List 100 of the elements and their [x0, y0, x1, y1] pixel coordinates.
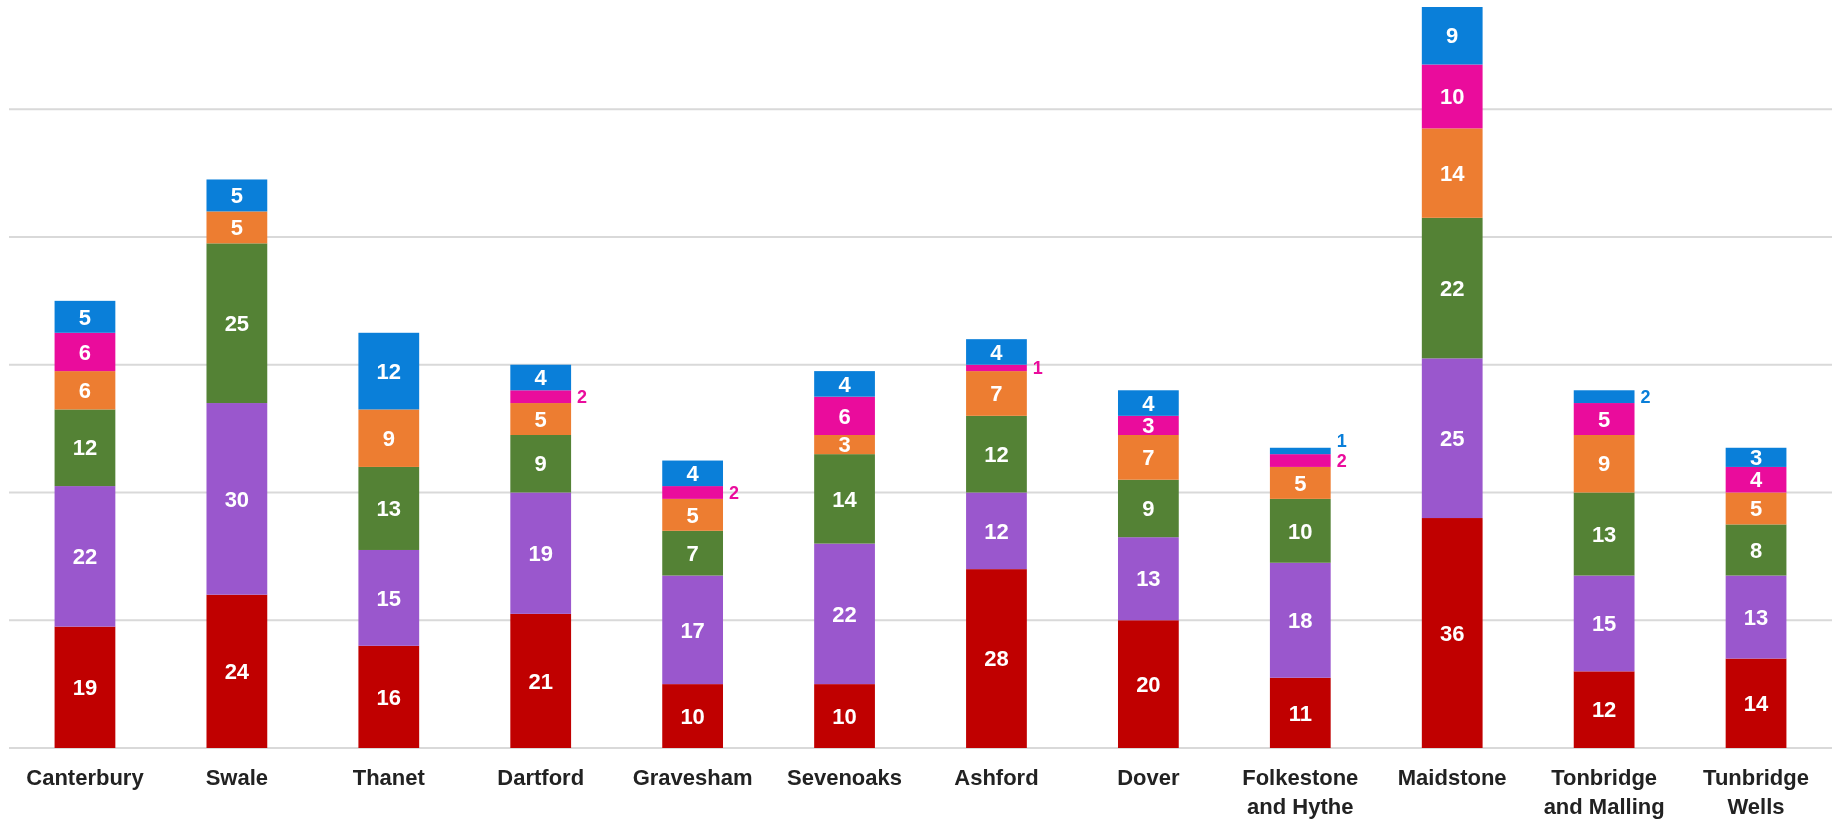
x-tick-label: Swale [205, 765, 269, 790]
bar [814, 396, 875, 435]
bar [1269, 562, 1331, 678]
data-label: 7 [990, 381, 1003, 407]
bar [1725, 575, 1787, 659]
x-tick-label: Ashford [954, 765, 1039, 790]
bar [1573, 434, 1635, 493]
bar [1573, 492, 1635, 576]
data-label: 19 [528, 540, 553, 566]
bar [662, 498, 724, 531]
data-label: 15 [376, 585, 402, 611]
bar [966, 492, 1027, 570]
data-label: 20 [1136, 671, 1161, 697]
bar [966, 569, 1027, 748]
bar [358, 466, 420, 550]
x-tick-label: Sevenoaks [787, 765, 903, 790]
data-label: 14 [1439, 160, 1466, 186]
bar [206, 594, 268, 748]
data-label: 17 [680, 617, 705, 643]
bar [1421, 128, 1483, 218]
bar [1573, 390, 1635, 404]
bar [662, 530, 724, 576]
bar [1269, 498, 1331, 563]
bar [1117, 620, 1179, 748]
data-label: 4 [1142, 390, 1156, 416]
data-label: 36 [1439, 620, 1465, 646]
bar [1421, 7, 1483, 65]
bar [510, 364, 572, 391]
bar [814, 454, 875, 544]
bar [1725, 658, 1787, 748]
bar [358, 645, 420, 748]
bar [814, 371, 875, 397]
bar [1573, 403, 1635, 435]
bar [662, 575, 724, 685]
bar [966, 339, 1027, 365]
bar [54, 332, 116, 372]
x-tick-label: Canterbury [26, 765, 145, 790]
bar [54, 409, 116, 487]
bar [54, 486, 116, 627]
data-label: 5 [230, 183, 243, 209]
bar [1269, 454, 1331, 467]
data-label: 22 [832, 601, 857, 627]
x-tick-label: Maidstone [1397, 765, 1507, 790]
data-label: 4 [534, 365, 548, 391]
bar [1725, 492, 1787, 525]
data-label: 10 [680, 703, 705, 729]
bar [1421, 217, 1483, 359]
data-label: 28 [984, 646, 1009, 672]
bar [966, 364, 1027, 372]
data-label: 16 [376, 684, 402, 710]
bar [1269, 466, 1331, 499]
bar [814, 684, 875, 748]
data-label: 10 [832, 703, 857, 729]
bar [510, 434, 572, 493]
data-label: 8 [1749, 537, 1763, 563]
data-label: 9 [1446, 23, 1459, 49]
x-tick-label: Folkestone and Hythe [1242, 765, 1359, 819]
x-tick-label: Tonbridge and Malling [1543, 765, 1665, 819]
x-tick-label: Tunbridge Wells [1703, 765, 1809, 819]
data-label: 9 [382, 425, 395, 451]
data-label: 12 [1591, 697, 1617, 723]
data-label: 12 [984, 518, 1009, 544]
data-label: 12 [984, 441, 1009, 467]
data-label: 7 [1142, 445, 1155, 471]
data-label: 5 [534, 406, 547, 432]
data-label: 9 [1598, 451, 1611, 477]
data-label: 25 [1439, 425, 1465, 451]
data-label: 4 [990, 339, 1004, 365]
data-label: 9 [534, 451, 547, 477]
bar [1573, 575, 1635, 672]
bar [510, 403, 572, 435]
bar [1421, 518, 1483, 748]
bar [1269, 447, 1331, 455]
bar [54, 371, 116, 410]
data-label: 5 [78, 304, 92, 330]
data-label: 2 [1640, 386, 1651, 407]
bar [206, 403, 268, 595]
data-label: 19 [72, 675, 98, 701]
data-label: 13 [1743, 604, 1769, 630]
bar [54, 626, 116, 748]
bar [966, 371, 1027, 416]
data-label: 24 [224, 659, 250, 685]
data-label: 5 [1749, 496, 1763, 522]
bar [1117, 390, 1179, 416]
data-label: 10 [1439, 84, 1465, 110]
data-label: 3 [1142, 413, 1155, 439]
bar [358, 409, 420, 467]
data-label: 6 [78, 377, 92, 403]
bar [1117, 479, 1179, 538]
bar [1573, 671, 1635, 748]
bar [510, 492, 572, 614]
data-label: 10 [1288, 518, 1313, 544]
bar [1421, 358, 1483, 519]
data-label: 1 [1336, 430, 1347, 451]
data-label: 7 [686, 540, 699, 566]
bar [1725, 524, 1787, 576]
bar [510, 613, 572, 748]
data-label: 13 [376, 496, 402, 522]
bar [206, 211, 268, 244]
data-label: 14 [1743, 690, 1770, 716]
